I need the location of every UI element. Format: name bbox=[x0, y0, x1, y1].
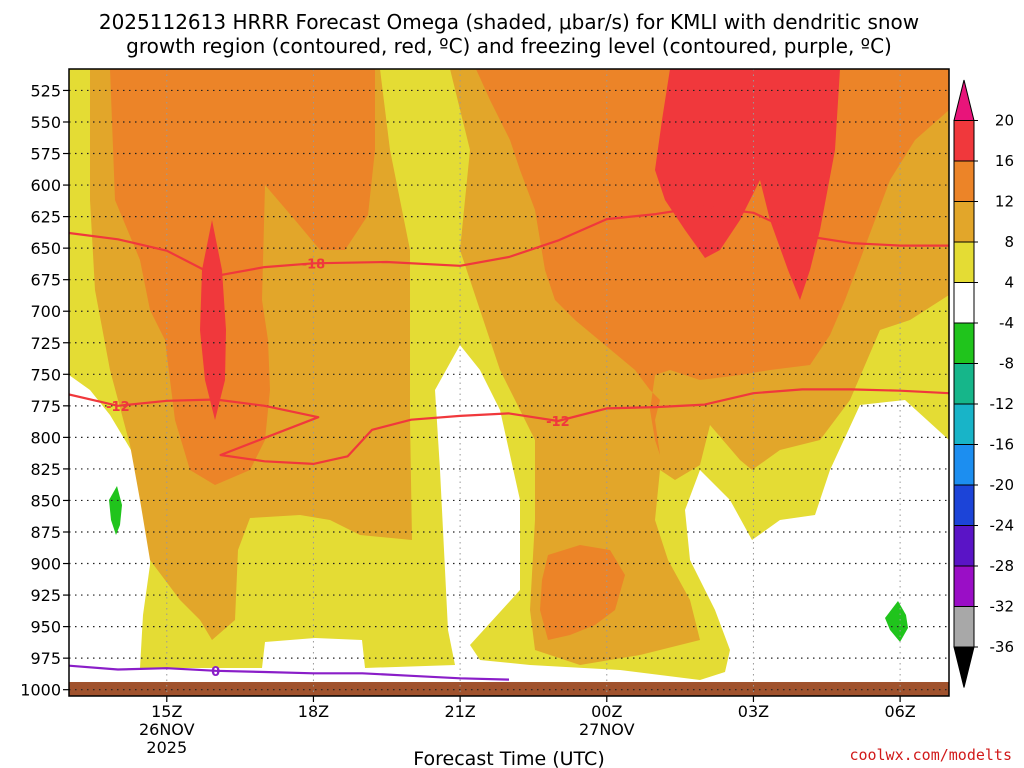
contour-freezing-level-0c bbox=[69, 664, 510, 681]
plot-frame bbox=[68, 68, 950, 697]
y-tick-label: 600 bbox=[30, 176, 61, 195]
x-tick-year: 2025 bbox=[146, 738, 187, 757]
colorbar-label: 8 bbox=[1004, 233, 1014, 251]
colorbar-label: -8 bbox=[999, 355, 1014, 373]
x-tick-date: 27NOV bbox=[579, 720, 635, 739]
colorbar-top-triangle bbox=[953, 79, 975, 121]
x-tick-label: 21Z bbox=[444, 702, 475, 721]
y-tick-label: 725 bbox=[30, 334, 61, 353]
colorbar-swatch bbox=[953, 363, 975, 405]
colorbar-swatch bbox=[953, 282, 975, 324]
y-tick-label: 575 bbox=[30, 145, 61, 164]
y-tick-label: 875 bbox=[30, 523, 61, 542]
y-tick-label: 750 bbox=[30, 365, 61, 384]
y-tick-label: 650 bbox=[30, 239, 61, 258]
x-tick-label: 03Z bbox=[738, 702, 769, 721]
x-tick-date: 26NOV bbox=[139, 720, 195, 739]
y-tick-label: 975 bbox=[30, 649, 61, 668]
colorbar-label: -28 bbox=[990, 557, 1015, 575]
colorbar-bottom-triangle bbox=[953, 646, 975, 688]
y-tick-label: 800 bbox=[30, 428, 61, 447]
colorbar-label: -24 bbox=[990, 517, 1015, 535]
contour-label: -12 bbox=[106, 400, 130, 415]
colorbar-swatch bbox=[953, 444, 975, 486]
y-tick-label: 700 bbox=[30, 302, 61, 321]
colorbar-swatch bbox=[953, 160, 975, 202]
x-tick-label: 00Z bbox=[591, 702, 622, 721]
x-axis-label: Forecast Time (UTC) bbox=[413, 748, 604, 768]
contour-lines: -18 -12 -12 0 bbox=[69, 205, 949, 681]
colorbar-swatch bbox=[953, 241, 975, 283]
contour-label: -12 bbox=[546, 415, 570, 430]
y-tick-label: 775 bbox=[30, 397, 61, 416]
colorbar-label: 20 bbox=[995, 112, 1014, 130]
colorbar-swatch bbox=[953, 201, 975, 243]
colorbar: 20 16 12 8 4 -4 -8 -12 -16 -20 -24 -28 -32 -36 bbox=[953, 79, 1015, 688]
pressure-gridlines bbox=[69, 89, 949, 691]
colorbar-swatch bbox=[953, 525, 975, 567]
colorbar-label: -32 bbox=[990, 598, 1015, 616]
contour-label: -18 bbox=[302, 257, 326, 272]
colorbar-swatch bbox=[953, 565, 975, 607]
x-tick-label: 18Z bbox=[298, 702, 329, 721]
chart-title-line1: 2025112613 HRRR Forecast Omega (shaded, … bbox=[99, 10, 919, 34]
y-tick-label: 950 bbox=[30, 618, 61, 637]
x-tick-label: 15Z bbox=[151, 702, 182, 721]
contour-dendritic--12c bbox=[69, 388, 949, 465]
colorbar-label: -4 bbox=[999, 314, 1014, 332]
y-tick-label: 625 bbox=[30, 208, 61, 227]
colorbar-label: 4 bbox=[1004, 274, 1014, 292]
x-tick-label: 06Z bbox=[884, 702, 915, 721]
colorbar-swatch bbox=[953, 322, 975, 364]
surface-layer bbox=[69, 682, 949, 696]
y-tick-label: 1000 bbox=[20, 681, 61, 700]
y-tick-label: 825 bbox=[30, 460, 61, 479]
colorbar-swatch bbox=[953, 120, 975, 162]
omega-12-16-region bbox=[110, 69, 375, 485]
colorbar-label: -16 bbox=[990, 436, 1015, 454]
y-tick-label: 900 bbox=[30, 555, 61, 574]
colorbar-label: 16 bbox=[995, 152, 1014, 170]
contour-label: 0 bbox=[211, 665, 220, 680]
omega-12-16-lowlevel bbox=[540, 545, 625, 640]
y-tick-label: 550 bbox=[30, 113, 61, 132]
colorbar-label: -20 bbox=[990, 476, 1015, 494]
site-credit: coolwx.com/modelts bbox=[849, 746, 1012, 764]
colorbar-swatch bbox=[953, 606, 975, 648]
contour-dendritic--18c bbox=[69, 205, 949, 277]
y-tick-label: 525 bbox=[30, 81, 61, 100]
y-tick-label: 675 bbox=[30, 271, 61, 290]
y-tick-label: 925 bbox=[30, 586, 61, 605]
colorbar-label: -12 bbox=[990, 395, 1015, 413]
chart-title-line2: growth region (contoured, red, ºC) and f… bbox=[126, 34, 892, 58]
omega-neg-4-8-island-east bbox=[885, 601, 908, 642]
y-tick-label: 850 bbox=[30, 491, 61, 510]
colorbar-label: 12 bbox=[995, 193, 1014, 211]
time-gridlines bbox=[166, 69, 901, 696]
colorbar-swatch bbox=[953, 484, 975, 526]
colorbar-label: -36 bbox=[990, 638, 1015, 656]
omega-neg-4-8-island-west bbox=[109, 486, 122, 535]
y-axis: 525 550 575 600 625 650 675 700 725 750 775 800 825 8… bbox=[20, 81, 69, 700]
colorbar-swatch bbox=[953, 403, 975, 445]
